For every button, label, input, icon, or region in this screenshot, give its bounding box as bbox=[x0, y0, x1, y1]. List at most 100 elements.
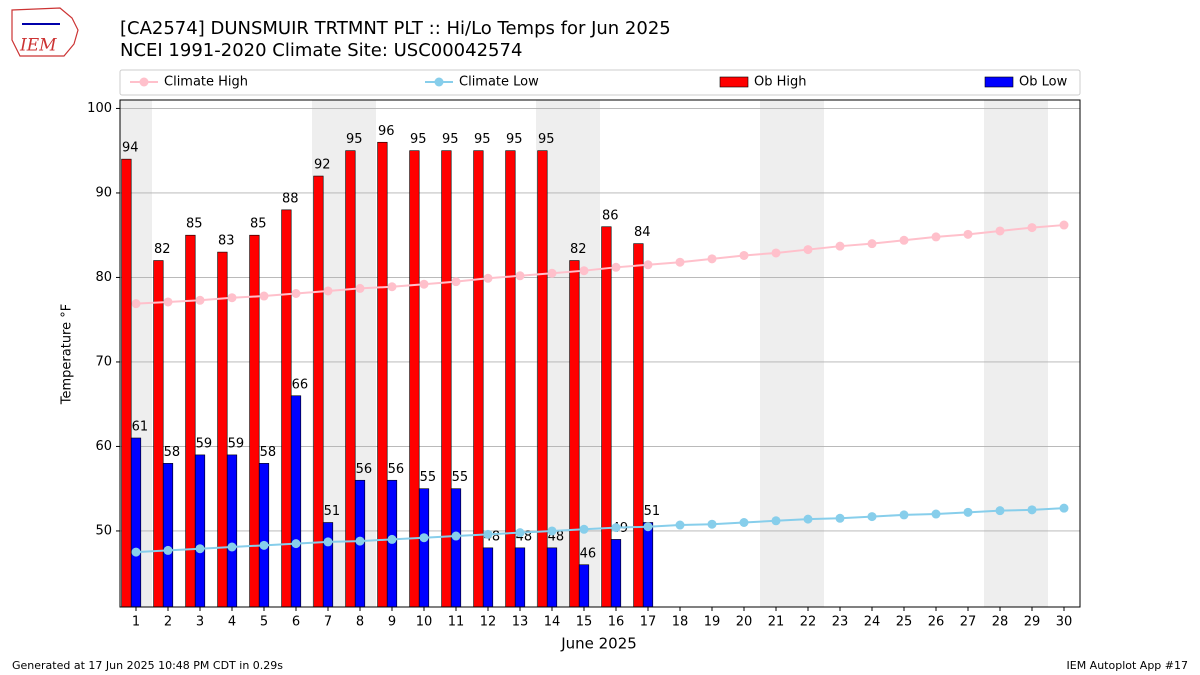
bar bbox=[482, 547, 494, 608]
point bbox=[867, 512, 877, 522]
point bbox=[451, 277, 461, 287]
data-label: 58 bbox=[164, 445, 181, 460]
x-tick-label: 16 bbox=[608, 615, 625, 630]
bar bbox=[130, 437, 142, 608]
point bbox=[867, 239, 877, 249]
bar bbox=[537, 150, 548, 608]
bar bbox=[249, 234, 260, 608]
footer-right: IEM Autoplot App #17 bbox=[1067, 659, 1189, 672]
legend-swatch bbox=[719, 76, 749, 88]
bar bbox=[610, 539, 622, 608]
data-label: 84 bbox=[634, 225, 651, 240]
point bbox=[675, 257, 685, 267]
bar bbox=[633, 243, 644, 608]
point bbox=[387, 282, 397, 292]
weekend-shade bbox=[984, 100, 1016, 607]
data-label: 85 bbox=[250, 217, 267, 232]
x-tick-label: 3 bbox=[196, 615, 204, 630]
bar bbox=[162, 463, 174, 608]
data-label: 86 bbox=[602, 208, 619, 223]
point bbox=[771, 248, 781, 258]
point bbox=[355, 536, 365, 546]
bar bbox=[217, 251, 228, 608]
x-tick-label: 11 bbox=[448, 615, 465, 630]
point bbox=[611, 262, 621, 272]
point bbox=[227, 542, 237, 552]
point bbox=[387, 534, 397, 544]
y-tick-label: 70 bbox=[95, 354, 112, 369]
legend-label: Climate High bbox=[164, 75, 248, 90]
line bbox=[135, 507, 1065, 554]
data-label: 61 bbox=[132, 420, 149, 435]
bar bbox=[322, 522, 334, 608]
point bbox=[963, 507, 973, 517]
bar bbox=[546, 547, 558, 608]
x-tick-label: 27 bbox=[960, 615, 977, 630]
point bbox=[931, 232, 941, 242]
x-tick-label: 18 bbox=[672, 615, 689, 630]
point bbox=[515, 528, 525, 538]
data-label: 56 bbox=[356, 462, 373, 477]
x-tick-label: 25 bbox=[896, 615, 913, 630]
y-tick-label: 50 bbox=[95, 523, 112, 538]
bar bbox=[514, 547, 526, 608]
weekend-shade bbox=[1016, 100, 1048, 607]
x-tick-label: 7 bbox=[324, 615, 332, 630]
x-tick-label: 30 bbox=[1056, 615, 1073, 630]
data-label: 95 bbox=[474, 132, 491, 147]
point bbox=[515, 271, 525, 281]
x-tick-label: 10 bbox=[416, 615, 433, 630]
data-label: 94 bbox=[122, 141, 139, 156]
x-tick-label: 26 bbox=[928, 615, 945, 630]
x-tick-label: 12 bbox=[480, 615, 497, 630]
data-label: 88 bbox=[282, 191, 299, 206]
point bbox=[259, 540, 269, 550]
point bbox=[835, 241, 845, 251]
x-tick-label: 22 bbox=[800, 615, 817, 630]
data-label: 92 bbox=[314, 158, 331, 173]
y-tick-label: 80 bbox=[95, 270, 112, 285]
point bbox=[771, 516, 781, 526]
x-tick-label: 17 bbox=[640, 615, 657, 630]
line bbox=[135, 224, 1065, 305]
bar bbox=[505, 150, 516, 608]
logo-text: IEM bbox=[19, 36, 57, 56]
point bbox=[675, 520, 685, 530]
bar bbox=[578, 564, 590, 608]
x-tick-label: 19 bbox=[704, 615, 721, 630]
bar bbox=[377, 141, 388, 608]
point bbox=[131, 547, 141, 557]
point bbox=[323, 286, 333, 296]
data-label: 56 bbox=[388, 462, 405, 477]
x-tick-label: 6 bbox=[292, 615, 300, 630]
plot-frame bbox=[119, 99, 1081, 608]
data-label: 83 bbox=[218, 234, 235, 249]
data-label: 55 bbox=[420, 470, 437, 485]
bar bbox=[121, 158, 132, 608]
point bbox=[163, 545, 173, 555]
x-tick-label: 23 bbox=[832, 615, 849, 630]
data-label: 82 bbox=[570, 242, 587, 257]
bar bbox=[153, 260, 164, 608]
data-label: 95 bbox=[410, 132, 427, 147]
x-tick-label: 24 bbox=[864, 615, 881, 630]
data-label: 95 bbox=[538, 132, 555, 147]
point bbox=[291, 289, 301, 299]
point bbox=[195, 295, 205, 305]
point bbox=[419, 279, 429, 289]
data-label: 82 bbox=[154, 242, 171, 257]
bar bbox=[185, 234, 196, 608]
data-label: 95 bbox=[442, 132, 459, 147]
point bbox=[899, 235, 909, 245]
point bbox=[547, 526, 557, 536]
data-label: 58 bbox=[260, 445, 277, 460]
data-label: 96 bbox=[378, 124, 395, 139]
point bbox=[483, 273, 493, 283]
x-tick-label: 20 bbox=[736, 615, 753, 630]
point bbox=[611, 523, 621, 533]
point bbox=[483, 529, 493, 539]
point bbox=[995, 226, 1005, 236]
data-label: 46 bbox=[580, 546, 597, 561]
x-tick-label: 4 bbox=[228, 615, 236, 630]
